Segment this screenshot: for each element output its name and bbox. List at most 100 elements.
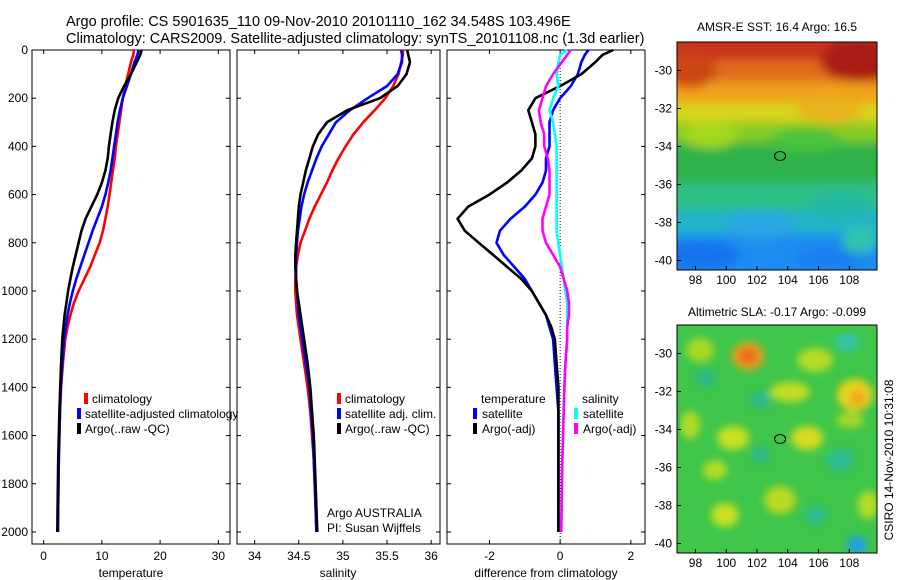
map-y-tick-label: -34 bbox=[655, 140, 673, 154]
temperature-xlabel: temperature bbox=[99, 566, 164, 580]
annotation-pi: PI: Susan Wijffels bbox=[327, 521, 421, 535]
legend-swatch-satellite-adjusted bbox=[77, 408, 81, 419]
salinity-legend: climatology satellite adj. clim. Argo(..… bbox=[337, 392, 436, 436]
map-x-tick-label: 102 bbox=[747, 556, 767, 570]
legend-swatch-argo bbox=[77, 423, 81, 434]
difference-panel: -2 0 2 difference from climatology tempera… bbox=[446, 48, 646, 580]
sla-map-ticks: 98 100 102 104 106 108 -30 -32 -34 -36 -38 -40 bbox=[655, 347, 860, 571]
y-tick-label: 2000 bbox=[1, 525, 28, 539]
sst-map-frame bbox=[676, 41, 878, 271]
legend-swatch-climatology bbox=[84, 393, 88, 404]
figure-title-line2: Climatology: CARS2009. Satellite-adjuste… bbox=[66, 31, 644, 47]
temperature-ticks: 0 10 20 30 0 200 400 600 800 1000 1200 1400 1600 1800… bbox=[1, 43, 230, 563]
legend-label-satellite-adj: satellite adj. clim. bbox=[345, 407, 436, 421]
temperature-legend: climatology satellite-adjusted climatolo… bbox=[77, 392, 238, 436]
map-x-tick-label: 98 bbox=[689, 273, 703, 287]
salinity-series bbox=[293, 49, 412, 533]
series-line-argo-raw-qc- bbox=[293, 49, 412, 533]
map-y-tick-label: -36 bbox=[655, 461, 673, 475]
x-tick-label: 34.5 bbox=[287, 549, 311, 563]
map-x-tick-label: 100 bbox=[716, 273, 736, 287]
difference-ticks: -2 0 2 bbox=[447, 49, 645, 563]
legend-swatch-argo bbox=[337, 423, 341, 434]
y-tick-label: 600 bbox=[8, 188, 28, 202]
map-x-tick-label: 98 bbox=[689, 556, 703, 570]
x-tick-label: 34 bbox=[248, 549, 262, 563]
x-tick-label: 2 bbox=[628, 549, 635, 563]
y-tick-label: 800 bbox=[8, 236, 28, 250]
difference-legend: temperature salinity satellite Argo(-adj… bbox=[473, 392, 636, 436]
timestamp-label: CSIRO 14-Nov-2010 10:31:08 bbox=[882, 379, 896, 540]
float-position-marker bbox=[774, 151, 787, 161]
y-tick-label: 200 bbox=[8, 91, 28, 105]
legend-header-temperature: temperature bbox=[481, 392, 546, 406]
series-line-temperature-argo-adj- bbox=[456, 48, 614, 532]
map-x-tick-label: 106 bbox=[809, 556, 829, 570]
x-tick-label: -2 bbox=[484, 549, 495, 563]
map-x-tick-label: 108 bbox=[839, 273, 859, 287]
sla-map-field bbox=[677, 325, 877, 553]
sst-map-ticks: 98 100 102 104 106 108 -30 -32 -34 -36 -38 -40 bbox=[655, 64, 860, 288]
y-tick-label: 1200 bbox=[1, 332, 28, 346]
float-position-marker bbox=[774, 434, 787, 444]
map-y-tick-label: -36 bbox=[655, 178, 673, 192]
y-tick-label: 0 bbox=[21, 43, 28, 57]
map-y-tick-label: -38 bbox=[655, 216, 673, 230]
salinity-ticks: 34 34.5 35 35.5 36 bbox=[237, 49, 440, 563]
map-y-tick-label: -30 bbox=[655, 347, 673, 361]
map-x-tick-label: 108 bbox=[839, 556, 859, 570]
x-tick-label: 30 bbox=[212, 549, 226, 563]
legend-swatch-satellite-adj bbox=[337, 408, 341, 419]
y-tick-label: 1400 bbox=[1, 380, 28, 394]
series-line-temperature-satellite bbox=[495, 49, 590, 532]
legend-label-temp-argo: Argo(-adj) bbox=[482, 422, 535, 436]
sst-map-field bbox=[677, 42, 877, 270]
legend-label-sal-argo: Argo(-adj) bbox=[583, 422, 636, 436]
legend-header-salinity: salinity bbox=[582, 392, 619, 406]
series-line-satellite-adjusted-climatology bbox=[56, 49, 140, 533]
legend-swatch-temp-satellite bbox=[473, 408, 477, 419]
map-y-tick-label: -32 bbox=[655, 102, 673, 116]
temperature-axes-box bbox=[31, 49, 231, 545]
x-tick-label: 10 bbox=[95, 549, 109, 563]
legend-label-argo: Argo(..raw -QC) bbox=[85, 422, 170, 436]
legend-label-satellite-adjusted: satellite-adjusted climatology bbox=[85, 407, 238, 421]
difference-series bbox=[456, 48, 614, 533]
y-tick-label: 400 bbox=[8, 139, 28, 153]
x-tick-label: 0 bbox=[40, 549, 47, 563]
map-x-tick-label: 104 bbox=[778, 556, 798, 570]
legend-swatch-sal-satellite bbox=[574, 408, 578, 419]
x-tick-label: 35 bbox=[336, 549, 350, 563]
sst-map: AMSR-E SST: 16.4 Argo: 16.5 bbox=[655, 20, 878, 288]
x-tick-label: 36 bbox=[424, 549, 438, 563]
y-tick-label: 1000 bbox=[1, 284, 28, 298]
legend-swatch-temp-argo bbox=[473, 423, 477, 434]
series-line-satellite-adj-clim- bbox=[294, 49, 404, 533]
map-y-tick-label: -38 bbox=[655, 499, 673, 513]
map-y-tick-label: -40 bbox=[655, 254, 673, 268]
map-x-tick-label: 104 bbox=[778, 273, 798, 287]
map-x-tick-label: 102 bbox=[747, 273, 767, 287]
legend-label-climatology: climatology bbox=[92, 392, 152, 406]
y-tick-label: 1800 bbox=[1, 477, 28, 491]
legend-swatch-sal-argo bbox=[574, 423, 578, 434]
map-x-tick-label: 100 bbox=[716, 556, 736, 570]
legend-swatch-climatology bbox=[337, 393, 341, 404]
salinity-axes-box bbox=[236, 49, 441, 545]
annotation-argo-australia: Argo AUSTRALIA bbox=[327, 506, 422, 520]
salinity-panel: 34 34.5 35 35.5 36 salinity climatology sate… bbox=[236, 49, 441, 580]
y-tick-label: 1600 bbox=[1, 429, 28, 443]
difference-axes-box bbox=[446, 49, 646, 545]
sst-map-title: AMSR-E SST: 16.4 Argo: 16.5 bbox=[697, 20, 857, 34]
map-x-tick-label: 106 bbox=[809, 273, 829, 287]
x-tick-label: 20 bbox=[153, 549, 167, 563]
series-line-argo-raw-qc- bbox=[56, 49, 143, 533]
map-y-tick-label: -40 bbox=[655, 537, 673, 551]
salinity-xlabel: salinity bbox=[320, 566, 357, 580]
legend-label-argo: Argo(..raw -QC) bbox=[345, 422, 430, 436]
sla-map-frame bbox=[676, 324, 878, 554]
series-line-climatology bbox=[293, 50, 405, 533]
x-tick-label: 0 bbox=[557, 549, 564, 563]
sla-map-title: Altimetric SLA: -0.17 Argo: -0.099 bbox=[688, 305, 866, 319]
